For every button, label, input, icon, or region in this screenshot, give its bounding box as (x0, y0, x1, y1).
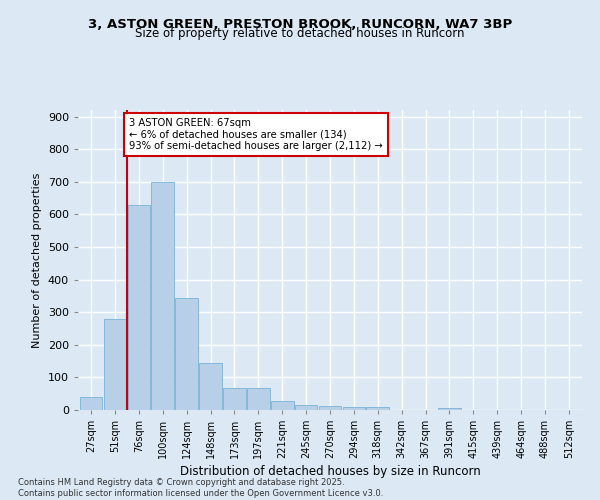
Bar (199, 362, 222, 410)
Bar (80, 397, 103, 410)
Bar (367, 408, 389, 410)
Y-axis label: Number of detached properties: Number of detached properties (32, 172, 42, 348)
Text: Contains HM Land Registry data © Crown copyright and database right 2025.
Contai: Contains HM Land Registry data © Crown c… (18, 478, 383, 498)
Bar (175, 298, 198, 410)
Text: Size of property relative to detached houses in Runcorn: Size of property relative to detached ho… (135, 28, 465, 40)
Bar (319, 406, 341, 410)
Bar (271, 401, 293, 410)
Text: 3 ASTON GREEN: 67sqm
← 6% of detached houses are smaller (134)
93% of semi-detac: 3 ASTON GREEN: 67sqm ← 6% of detached ho… (130, 118, 383, 152)
Bar (247, 388, 269, 410)
Text: 3, ASTON GREEN, PRESTON BROOK, RUNCORN, WA7 3BP: 3, ASTON GREEN, PRESTON BROOK, RUNCORN, … (88, 18, 512, 30)
Bar (128, 204, 150, 410)
Bar (343, 406, 365, 410)
Bar (438, 408, 461, 410)
Bar (295, 406, 317, 410)
X-axis label: Distribution of detached houses by size in Runcorn: Distribution of detached houses by size … (179, 466, 481, 478)
Bar (104, 318, 127, 410)
Bar (223, 388, 246, 410)
Bar (151, 182, 174, 410)
